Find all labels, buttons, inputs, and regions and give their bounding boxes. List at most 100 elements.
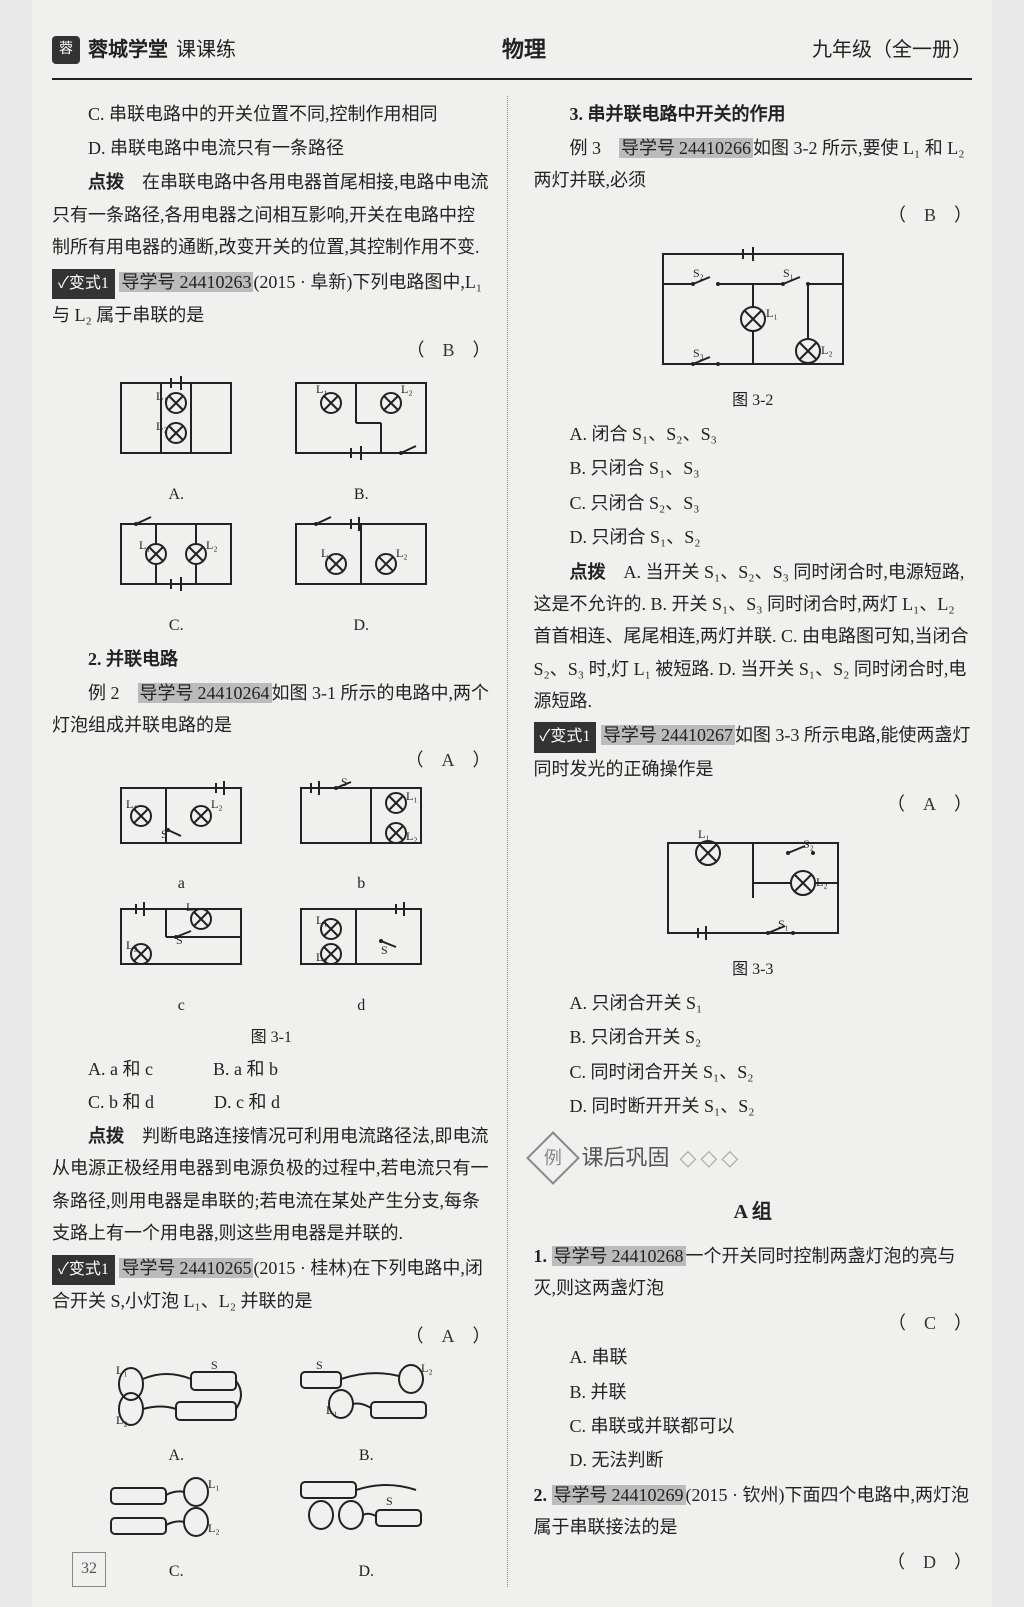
q1-opt-c: C. 串联或并联都可以 — [534, 1410, 973, 1442]
page-header: 蓉 蓉城学堂 课课练 物理 九年级（全一册） — [52, 30, 972, 80]
bs3-opt-b: B. 只闭合开关 S₂ — [534, 1021, 973, 1053]
svg-text:L₁: L₁ — [698, 828, 710, 841]
sub-d: d — [286, 992, 436, 1021]
phys-b-label: B. — [286, 1442, 446, 1471]
diamond-icon: 例 — [526, 1131, 580, 1185]
svg-text:S: S — [386, 1494, 393, 1508]
svg-text:L₁: L₁ — [139, 538, 151, 552]
option-c: C. 串联电路中的开关位置不同,控制作用相同 — [52, 98, 491, 130]
physical-c: L₁L₂ — [96, 1470, 256, 1545]
header-subtitle: 课课练 — [176, 32, 236, 68]
circuit-c: L₁ L₂ — [101, 509, 251, 599]
ex3-code-label: 导学号 — [619, 138, 677, 158]
q1-opt-a: A. 串联 — [534, 1341, 973, 1373]
logo-icon: 蓉 — [52, 36, 80, 64]
bs3-opt-a: A. 只闭合开关 S₁ — [534, 987, 973, 1019]
svg-text:L₁: L₁ — [326, 1403, 338, 1417]
fig32-caption: 图 3-2 — [534, 387, 973, 416]
svg-text:L₂: L₂ — [211, 797, 223, 811]
svg-text:S₃: S₃ — [693, 346, 704, 360]
svg-text:L₂: L₂ — [396, 546, 408, 560]
dianbo1: 点拨 在串联电路中各用电器首尾相接,电路中电流只有一条路径,各用电器之间相互影响… — [52, 166, 491, 263]
brand-name: 蓉城学堂 — [88, 32, 168, 68]
ex2-label: 例 2 — [88, 683, 120, 703]
option-d: D. 串联电路中电流只有一条路径 — [52, 132, 491, 164]
bs3-code: 24410267 — [659, 725, 735, 745]
ex3-label: 例 3 — [570, 138, 602, 158]
circuit-row-1: L₁ L₂ A. L₁L₂ — [52, 368, 491, 509]
bs2-code-label: 导学号 — [119, 1258, 177, 1278]
question-1: 1. 导学号24410268一个开关同时控制两盏灯泡的亮与灭,则这两盏灯泡 — [534, 1240, 973, 1305]
sub-a: a — [106, 870, 256, 899]
label-d: D. — [281, 612, 441, 641]
dianbo-label: 点拨 — [88, 172, 124, 192]
question-2: 2. 导学号24410269(2015 · 钦州)下面四个电路中,两灯泡属于串联… — [534, 1479, 973, 1544]
grade-label: 九年级（全一册） — [812, 32, 972, 68]
svg-text:S₂: S₂ — [693, 266, 704, 280]
physical-d: S — [286, 1470, 446, 1545]
label-b: B. — [281, 481, 441, 510]
bs3-code-label: 导学号 — [601, 725, 659, 745]
svg-text:L₂: L₂ — [206, 538, 218, 552]
bianshi2: ✓变式1 导学号24410265(2015 · 桂林)在下列电路中,闭合开关 S… — [52, 1252, 491, 1318]
answer-bs3: （ A ） — [887, 788, 972, 820]
q1-code-label: 导学号 — [552, 1246, 610, 1266]
dianbo2-label: 点拨 — [88, 1126, 124, 1146]
svg-text:L₂: L₂ — [126, 938, 138, 952]
example-2: 例 2 导学号24410264如图 3-1 所示的电路中,两个灯泡组成并联电路的… — [52, 677, 491, 742]
phys-c-label: C. — [96, 1558, 256, 1587]
svg-text:S: S — [316, 1358, 323, 1372]
section-divider: 例 课后巩固 ◇◇◇ — [534, 1138, 973, 1178]
fig31-caption: 图 3-1 — [52, 1024, 491, 1053]
circuit-d2: L₁L₂ S — [286, 899, 436, 979]
q1-opt-b: B. 并联 — [534, 1376, 973, 1408]
svg-text:L₁: L₁ — [116, 1363, 128, 1377]
sub-c: c — [106, 992, 256, 1021]
svg-text:S₂: S₂ — [803, 837, 814, 851]
fig31-row2: L₂L₁ S c L₁L₂ S — [52, 899, 491, 1020]
q1-opt-d: D. 无法判断 — [534, 1444, 973, 1476]
ex3-opt-b: B. 只闭合 S₁、S₃ — [534, 452, 973, 484]
label-a: A. — [101, 481, 251, 510]
svg-text:S₁: S₁ — [783, 266, 794, 280]
svg-text:L₂: L₂ — [316, 950, 328, 964]
bianshi3: ✓变式1 导学号24410267如图 3-3 所示电路,能使两盏灯同时发光的正确… — [534, 719, 973, 785]
dianbo3: 点拨 A. 当开关 S₁、S₂、S₃ 同时闭合时,电源短路,这是不允许的. B.… — [534, 556, 973, 718]
svg-text:L₁: L₁ — [406, 789, 418, 803]
ex2-opt-b: B. a 和 b — [213, 1053, 278, 1085]
bs2-source: (2015 · 桂林) — [253, 1258, 352, 1278]
right-column: 3. 串并联电路中开关的作用 例 3 导学号24410266如图 3-2 所示,… — [528, 96, 973, 1587]
phys-a-label: A. — [96, 1442, 256, 1471]
svg-text:L₁: L₁ — [321, 546, 333, 560]
svg-text:L₁: L₁ — [316, 913, 328, 927]
circuit-row-2: L₁L₂ C. L₁L₂ — [52, 509, 491, 640]
ex3-opt-c: C. 只闭合 S₂、S₃ — [534, 487, 973, 519]
answer-ex2: （ A ） — [406, 744, 491, 776]
fig32-diagram: S₂ S₁ L₁ S₃ L₂ — [534, 239, 973, 379]
ex2-code: 24410264 — [196, 683, 272, 703]
q1-code: 24410268 — [610, 1246, 686, 1266]
sub-b: b — [286, 870, 436, 899]
answer-q1: （ C ） — [888, 1307, 972, 1339]
section-3-title: 3. 串并联电路中开关的作用 — [534, 98, 973, 130]
q2-code-label: 导学号 — [552, 1485, 610, 1505]
dianbo3-text: A. 当开关 S₁、S₂、S₃ 同时闭合时,电源短路,这是不允许的. B. 开关… — [534, 562, 969, 712]
bs2-code: 24410265 — [177, 1258, 253, 1278]
ex3-opt-a: A. 闭合 S₁、S₂、S₃ — [534, 418, 973, 450]
svg-text:L₂: L₂ — [401, 382, 413, 396]
svg-text:L₂: L₂ — [821, 343, 833, 357]
circuit-a: L₁ L₂ — [101, 368, 251, 468]
dianbo3-label: 点拨 — [570, 562, 606, 582]
bs3-opt-c: C. 同时闭合开关 S₁、S₂ — [534, 1056, 973, 1088]
physical-a: L₁L₂S — [96, 1354, 256, 1429]
svg-text:L₁: L₁ — [126, 797, 138, 811]
physical-b: L₂ L₁ S — [286, 1354, 446, 1429]
source: (2015 · 阜新) — [253, 272, 352, 292]
dianbo2: 点拨 判断电路连接情况可利用电流路径法,即电流从电源正极经用电器到电源负极的过程… — [52, 1120, 491, 1250]
diamond-decor: ◇◇◇ — [680, 1138, 743, 1178]
bs3-question: 如图 3-3 所示电路,能使两盏灯同时发光的正确操作是 — [534, 725, 971, 779]
svg-text:L₂: L₂ — [421, 1361, 433, 1375]
fig33-caption: 图 3-3 — [534, 956, 973, 985]
bianshi2-badge: ✓变式1 — [52, 1255, 115, 1286]
svg-text:L₁: L₁ — [208, 1477, 220, 1491]
